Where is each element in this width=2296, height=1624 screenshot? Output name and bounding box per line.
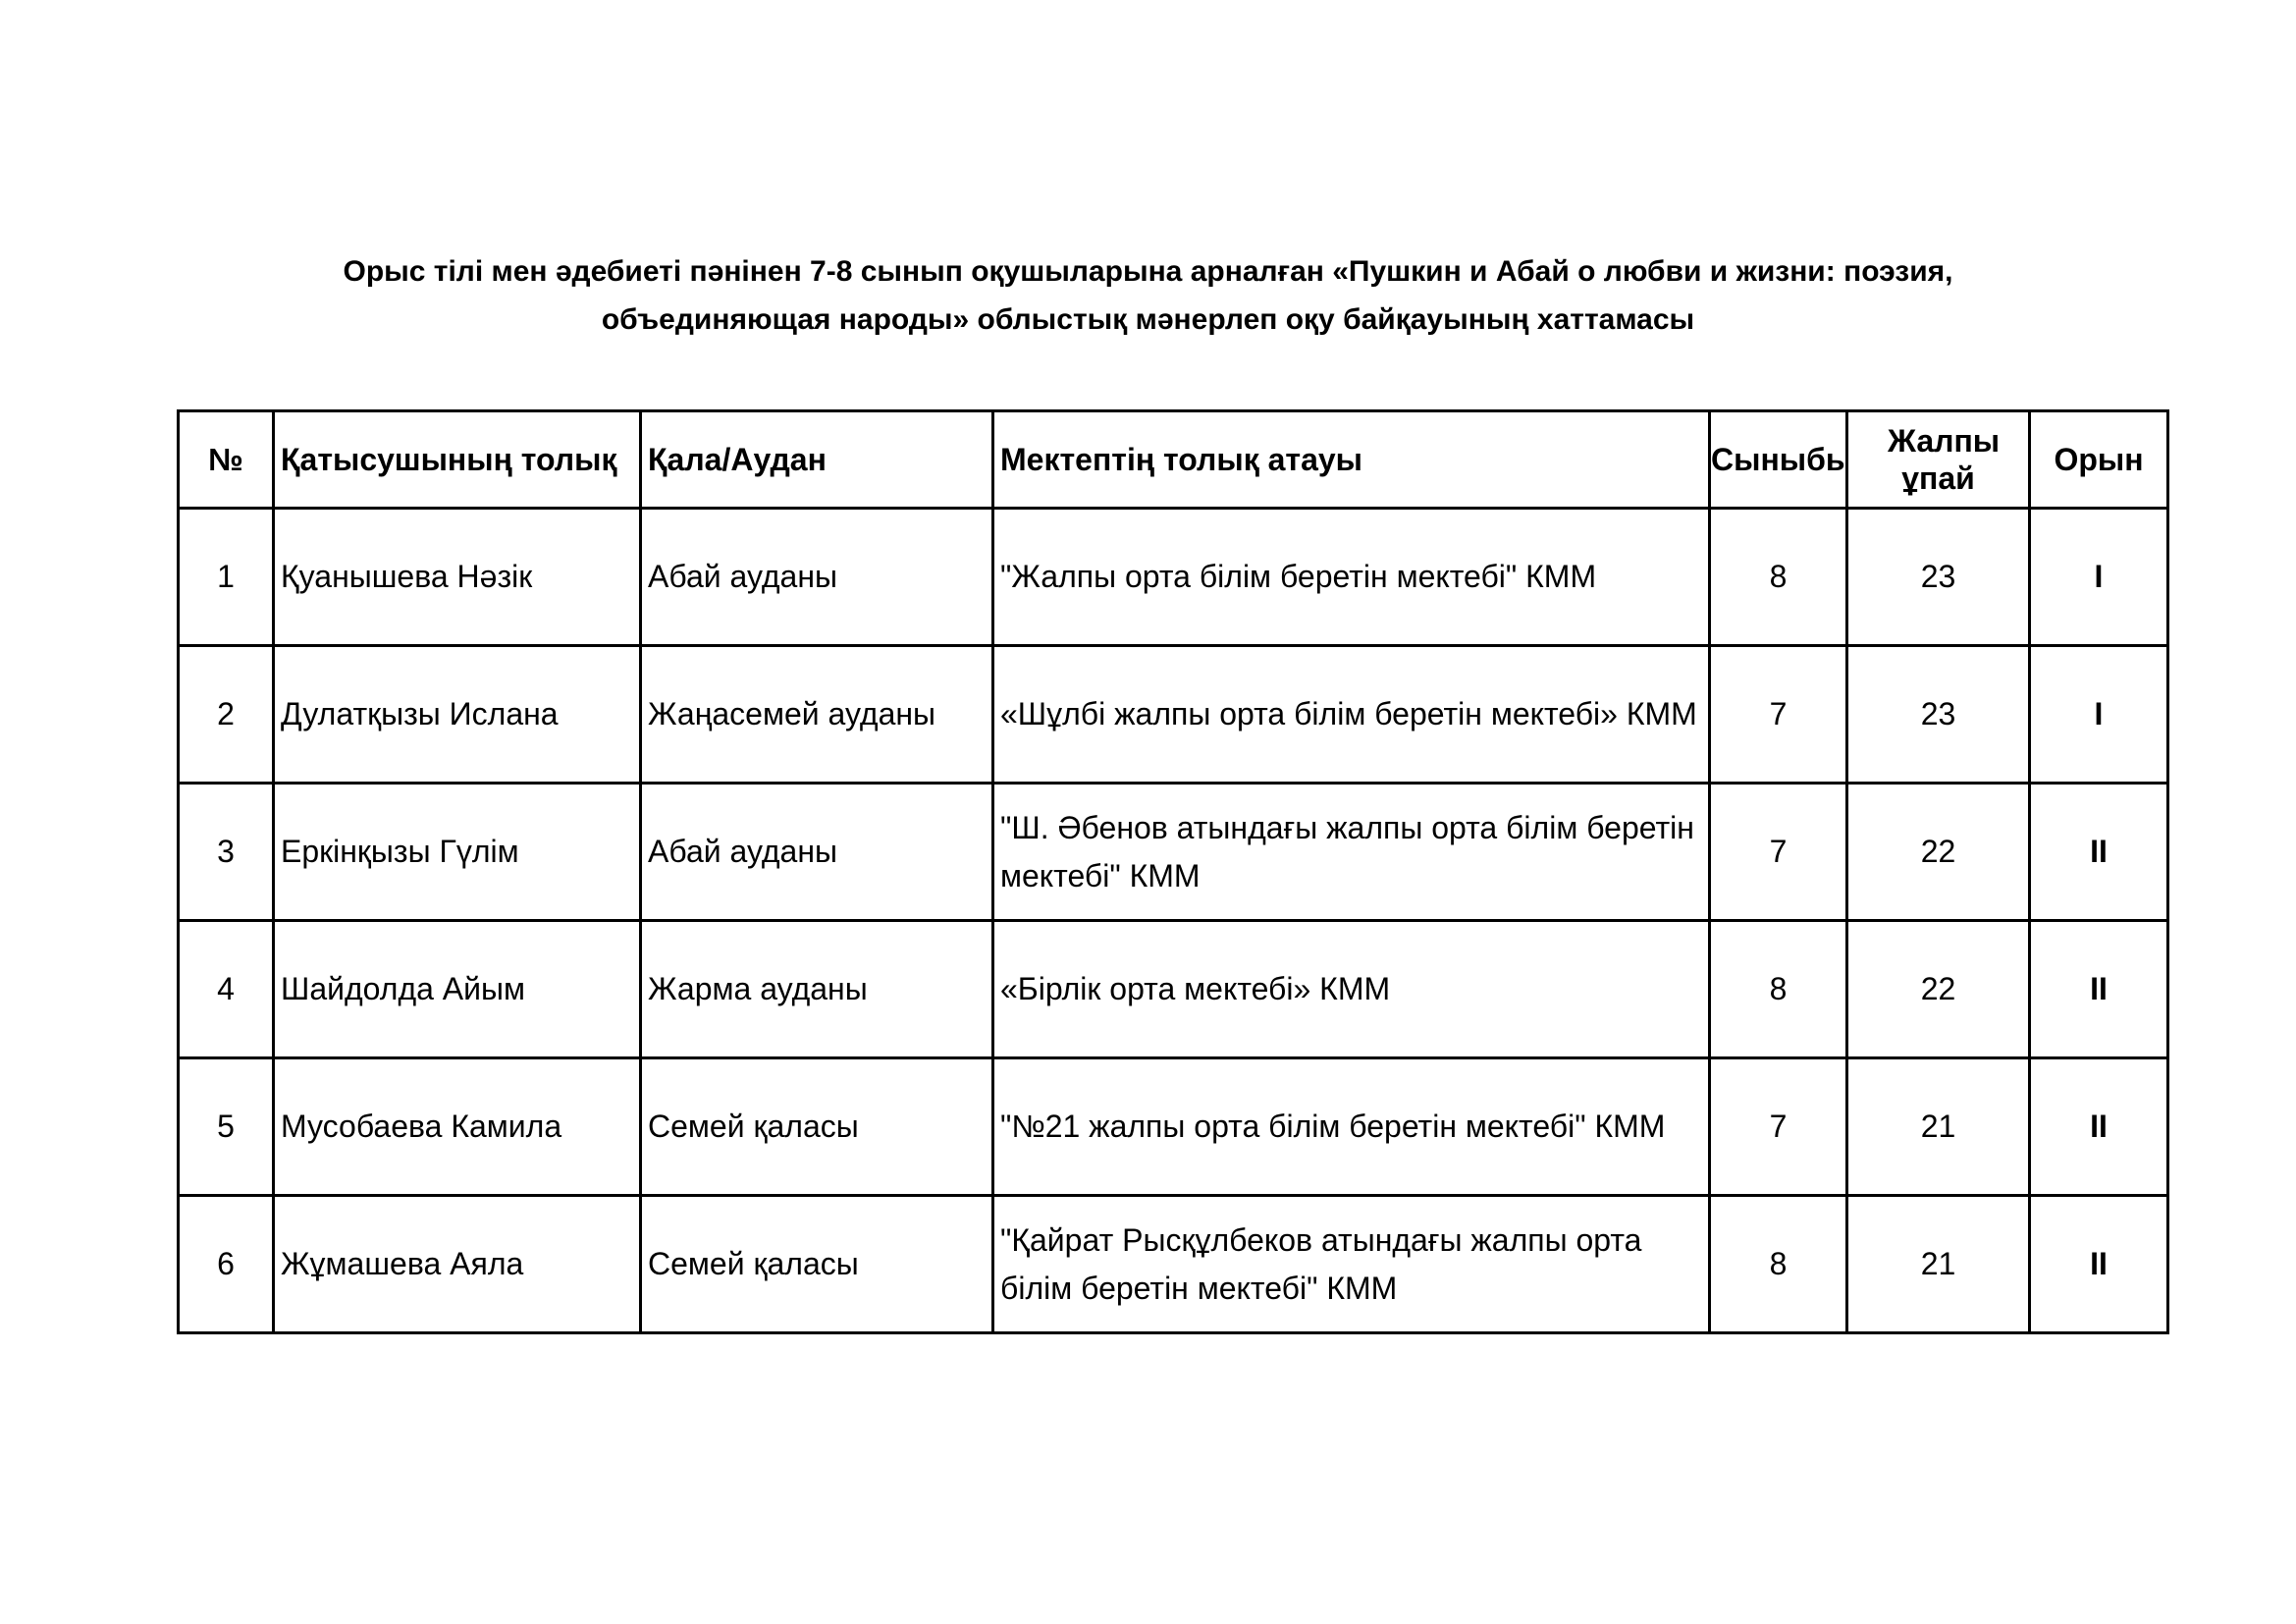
row-number: 3 [177, 782, 275, 922]
participant-name: Шайдолда Айым [272, 919, 642, 1059]
district: Жаңасемей ауданы [639, 644, 994, 785]
participant-name: Мусобаева Камила [272, 1056, 642, 1197]
row-number: 6 [177, 1194, 275, 1334]
school-name: "№21 жалпы орта білім беретін мектебі" К… [991, 1056, 1711, 1197]
district: Жарма ауданы [639, 919, 994, 1059]
participant-name: Еркінқызы Гүлім [272, 782, 642, 922]
participant-name: Жұмашева Аяла [272, 1194, 642, 1334]
participant-name: Дулатқызы Ислана [272, 644, 642, 785]
place: I [2028, 644, 2169, 785]
place: II [2028, 782, 2169, 922]
district: Абай ауданы [639, 507, 994, 647]
total-score: 23 [1845, 644, 2031, 785]
row-number: 1 [177, 507, 275, 647]
grade: 8 [1708, 507, 1848, 647]
total-score: 22 [1845, 919, 2031, 1059]
header-grade: Сыныбы [1708, 409, 1848, 510]
table-header-row: № Қатысушының толық Қала/Аудан Мектептің… [177, 409, 2169, 510]
place: II [2028, 1194, 2169, 1334]
header-place: Орын [2028, 409, 2169, 510]
table-row: 2 Дулатқызы Ислана Жаңасемей ауданы «Шұл… [177, 644, 2169, 785]
place: II [2028, 1056, 2169, 1197]
row-number: 5 [177, 1056, 275, 1197]
results-table: № Қатысушының толық Қала/Аудан Мектептің… [177, 409, 2169, 1334]
district: Семей қаласы [639, 1194, 994, 1334]
school-name: «Бірлік орта мектебі» КММ [991, 919, 1711, 1059]
school-name: "Ш. Әбенов атындағы жалпы орта білім бер… [991, 782, 1711, 922]
total-score: 21 [1845, 1056, 2031, 1197]
total-score: 23 [1845, 507, 2031, 647]
place: II [2028, 919, 2169, 1059]
row-number: 2 [177, 644, 275, 785]
row-number: 4 [177, 919, 275, 1059]
header-participant: Қатысушының толық [272, 409, 642, 510]
school-name: "Қайрат Рысқұлбеков атындағы жалпы орта … [991, 1194, 1711, 1334]
header-number: № [177, 409, 275, 510]
title-line-2: объединяющая народы» облыстық мәнерлеп о… [601, 303, 1695, 336]
district: Абай ауданы [639, 782, 994, 922]
table-row: 6 Жұмашева Аяла Семей қаласы "Қайрат Рыс… [177, 1194, 2169, 1334]
total-score: 22 [1845, 782, 2031, 922]
place: I [2028, 507, 2169, 647]
table-row: 3 Еркінқызы Гүлім Абай ауданы "Ш. Әбенов… [177, 782, 2169, 922]
document-title: Орыс тілі мен әдебиеті пәнінен 7-8 сынып… [147, 247, 2149, 344]
grade: 7 [1708, 644, 1848, 785]
total-score: 21 [1845, 1194, 2031, 1334]
grade: 8 [1708, 919, 1848, 1059]
grade: 7 [1708, 782, 1848, 922]
header-school: Мектептің толық атауы [991, 409, 1711, 510]
district: Семей қаласы [639, 1056, 994, 1197]
table-row: 1 Қуанышева Нәзік Абай ауданы "Жалпы орт… [177, 507, 2169, 647]
table-row: 4 Шайдолда Айым Жарма ауданы «Бірлік орт… [177, 919, 2169, 1059]
school-name: «Шұлбі жалпы орта білім беретін мектебі»… [991, 644, 1711, 785]
participant-name: Қуанышева Нәзік [272, 507, 642, 647]
header-district: Қала/Аудан [639, 409, 994, 510]
table-row: 5 Мусобаева Камила Семей қаласы "№21 жал… [177, 1056, 2169, 1197]
header-score: Жалпы ұпай [1845, 409, 2031, 510]
grade: 7 [1708, 1056, 1848, 1197]
school-name: "Жалпы орта білім беретін мектебі" КММ [991, 507, 1711, 647]
grade: 8 [1708, 1194, 1848, 1334]
title-line-1: Орыс тілі мен әдебиеті пәнінен 7-8 сынып… [343, 255, 1953, 288]
